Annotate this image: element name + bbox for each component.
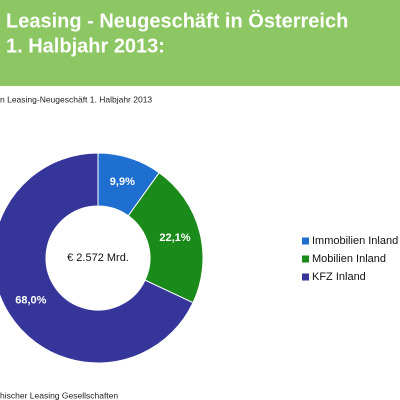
center-label: € 2.572 Mrd. [67,252,129,264]
slice-label: 22,1% [159,232,190,244]
slice [127,171,204,304]
legend-label: Immobilien Inland [312,235,398,247]
legend-label: Mobilien Inland [312,253,386,265]
header-band [0,0,400,86]
source: hischer Leasing Gesellschaften [0,390,118,400]
title-line: Leasing - Neugeschäft in Österreich [6,9,348,32]
title-line: 1. Halbjahr 2013: [6,35,165,57]
subtitle: n Leasing-Neugeschäft 1. Halbjahr 2013 [0,94,152,104]
legend-label: KFZ Inland [312,271,366,283]
slice-label: 68,0% [15,295,46,307]
legend-swatch [302,255,309,263]
legend-swatch [302,273,309,281]
slice-label: 9,9% [110,176,135,188]
slice [0,152,194,364]
legend-swatch [302,237,309,245]
